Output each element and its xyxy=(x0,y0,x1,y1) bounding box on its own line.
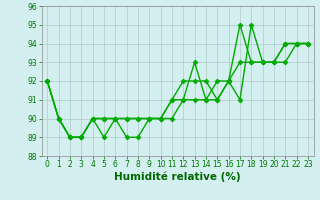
X-axis label: Humidité relative (%): Humidité relative (%) xyxy=(114,172,241,182)
